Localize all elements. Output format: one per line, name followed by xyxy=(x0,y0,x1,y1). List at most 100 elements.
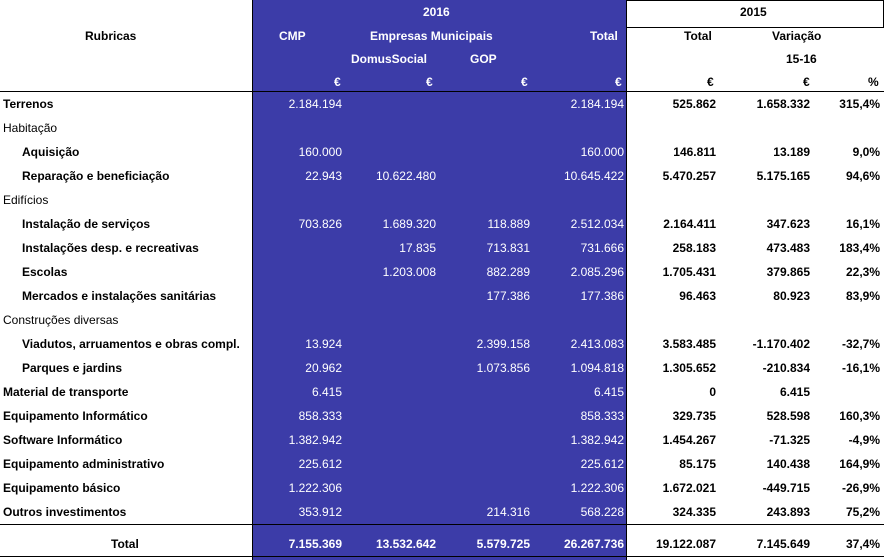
cell-t15: 85.175 xyxy=(679,457,716,471)
cell-cmp: 2.184.194 xyxy=(288,97,342,111)
bottom-rule xyxy=(0,556,884,557)
cell-pct: 83,9% xyxy=(845,289,880,303)
cell-t15: 146.811 xyxy=(673,145,716,159)
cell-t15: 1.305.652 xyxy=(662,361,716,375)
cell-gop: 1.073.856 xyxy=(476,361,530,375)
cell-domus: 10.622.480 xyxy=(375,169,436,183)
row-label: Edifícios xyxy=(3,193,49,207)
cell-var: 13.189 xyxy=(773,145,810,159)
unit-total-2015: € xyxy=(707,75,714,89)
total-total: 26.267.736 xyxy=(563,537,624,551)
unit-cmp: € xyxy=(334,75,341,89)
cell-t15: 1.672.021 xyxy=(662,481,716,495)
cell-var: -1.170.402 xyxy=(752,337,810,351)
cell-gop: 2.399.158 xyxy=(476,337,530,351)
total-variacao: 7.145.649 xyxy=(756,537,810,551)
cell-cmp: 1.222.306 xyxy=(288,481,342,495)
table-row: Material de transporte 6.415 6.415 0 6.415 xyxy=(0,380,884,404)
cell-pct: 75,2% xyxy=(845,505,880,519)
cell-var: 347.623 xyxy=(766,217,810,231)
row-label: Instalações desp. e recreativas xyxy=(22,241,199,255)
header-year-2015: 2015 xyxy=(740,5,767,19)
table-row: Viadutos, arruamentos e obras compl. 13.9… xyxy=(0,332,884,356)
cell-var: 140.438 xyxy=(766,457,810,471)
cell-pct: -4,9% xyxy=(848,433,880,447)
cell-total: 6.415 xyxy=(593,385,624,399)
cell-cmp: 225.612 xyxy=(298,457,342,471)
cell-pct: -32,7% xyxy=(841,337,880,351)
table-row: Habitação xyxy=(0,116,884,140)
table-row: Construções diversas xyxy=(0,308,884,332)
cell-total: 1.094.818 xyxy=(570,361,624,375)
cell-t15: 2.164.411 xyxy=(663,217,716,231)
cell-t15: 1.705.431 xyxy=(662,265,716,279)
cell-domus: 17.835 xyxy=(399,241,436,255)
cell-total: 10.645.422 xyxy=(563,169,624,183)
table-row: Equipamento administrativo 225.612 225.612… xyxy=(0,452,884,476)
row-label: Aquisição xyxy=(22,145,80,159)
cell-t15: 324.335 xyxy=(672,505,716,519)
cell-cmp: 20.962 xyxy=(305,361,342,375)
table-row: Mercados e instalações sanitárias 177.386… xyxy=(0,284,884,308)
table-row: Escolas 1.203.008 882.289 2.085.296 1.705.43… xyxy=(0,260,884,284)
cell-domus: 1.203.008 xyxy=(382,265,436,279)
header-year-2016: 2016 xyxy=(423,5,450,19)
header-total-2016: Total xyxy=(590,29,618,43)
cell-cmp: 353.912 xyxy=(298,505,342,519)
cell-var: 528.598 xyxy=(766,409,810,423)
cell-total: 858.333 xyxy=(580,409,624,423)
cell-gop: 214.316 xyxy=(486,505,530,519)
cell-gop: 118.889 xyxy=(487,217,531,231)
cell-var: 243.893 xyxy=(766,505,810,519)
cell-pct: 22,3% xyxy=(845,265,880,279)
row-label: Software Informático xyxy=(3,433,123,447)
unit-domus: € xyxy=(426,75,433,89)
divider-right xyxy=(626,0,627,560)
total-cmp: 7.155.369 xyxy=(288,537,342,551)
cell-t15: 96.463 xyxy=(679,289,716,303)
cell-var: -71.325 xyxy=(769,433,810,447)
table-row: Software Informático 1.382.942 1.382.942 1.… xyxy=(0,428,884,452)
row-label: Equipamento administrativo xyxy=(3,457,165,471)
total-percent: 37,4% xyxy=(845,537,880,551)
cell-t15: 3.583.485 xyxy=(662,337,716,351)
cell-var: 473.483 xyxy=(766,241,810,255)
row-label: Mercados e instalações sanitárias xyxy=(22,289,217,303)
total-gop: 5.579.725 xyxy=(476,537,530,551)
cell-total: 177.386 xyxy=(580,289,624,303)
unit-total: € xyxy=(615,75,622,89)
cell-total: 1.222.306 xyxy=(570,481,624,495)
header-gop: GOP xyxy=(470,52,497,66)
header-variacao: Variação xyxy=(772,29,822,43)
cell-t15: 525.862 xyxy=(672,97,716,111)
header-rule xyxy=(0,91,884,92)
cell-var: 5.175.165 xyxy=(756,169,810,183)
cell-var: 80.923 xyxy=(773,289,810,303)
unit-variacao: € xyxy=(803,75,810,89)
cell-total: 1.382.942 xyxy=(570,433,624,447)
cell-total: 225.612 xyxy=(580,457,624,471)
total-2015: 19.122.087 xyxy=(655,537,716,551)
table-row: Parques e jardins 20.962 1.073.856 1.094.81… xyxy=(0,356,884,380)
row-label: Reparação e beneficiação xyxy=(22,169,170,183)
row-label: Equipamento básico xyxy=(3,481,121,495)
2016-column-band xyxy=(252,0,626,560)
cell-total: 2.085.296 xyxy=(570,265,624,279)
table-row: Aquisição 160.000 160.000 146.811 13.189 9,0% xyxy=(0,140,884,164)
cell-var: 379.865 xyxy=(766,265,810,279)
cell-total: 568.228 xyxy=(580,505,624,519)
cell-pct: -26,9% xyxy=(841,481,880,495)
table-row: Instalação de serviços 703.826 1.689.320 11… xyxy=(0,212,884,236)
header-rubricas: Rubricas xyxy=(85,29,137,43)
cell-cmp: 13.924 xyxy=(305,337,342,351)
header-cmp: CMP xyxy=(279,29,306,43)
table-row: Instalações desp. e recreativas 17.835 713… xyxy=(0,236,884,260)
table-row: Reparação e beneficiação 22.943 10.622.480… xyxy=(0,164,884,188)
table-row: Edifícios xyxy=(0,188,884,212)
cell-total: 2.184.194 xyxy=(570,97,624,111)
total-rule xyxy=(0,524,884,525)
cell-gop: 177.386 xyxy=(486,289,530,303)
cell-cmp: 22.943 xyxy=(305,169,342,183)
row-label: Habitação xyxy=(3,121,58,135)
cell-pct: 164,9% xyxy=(839,457,880,471)
